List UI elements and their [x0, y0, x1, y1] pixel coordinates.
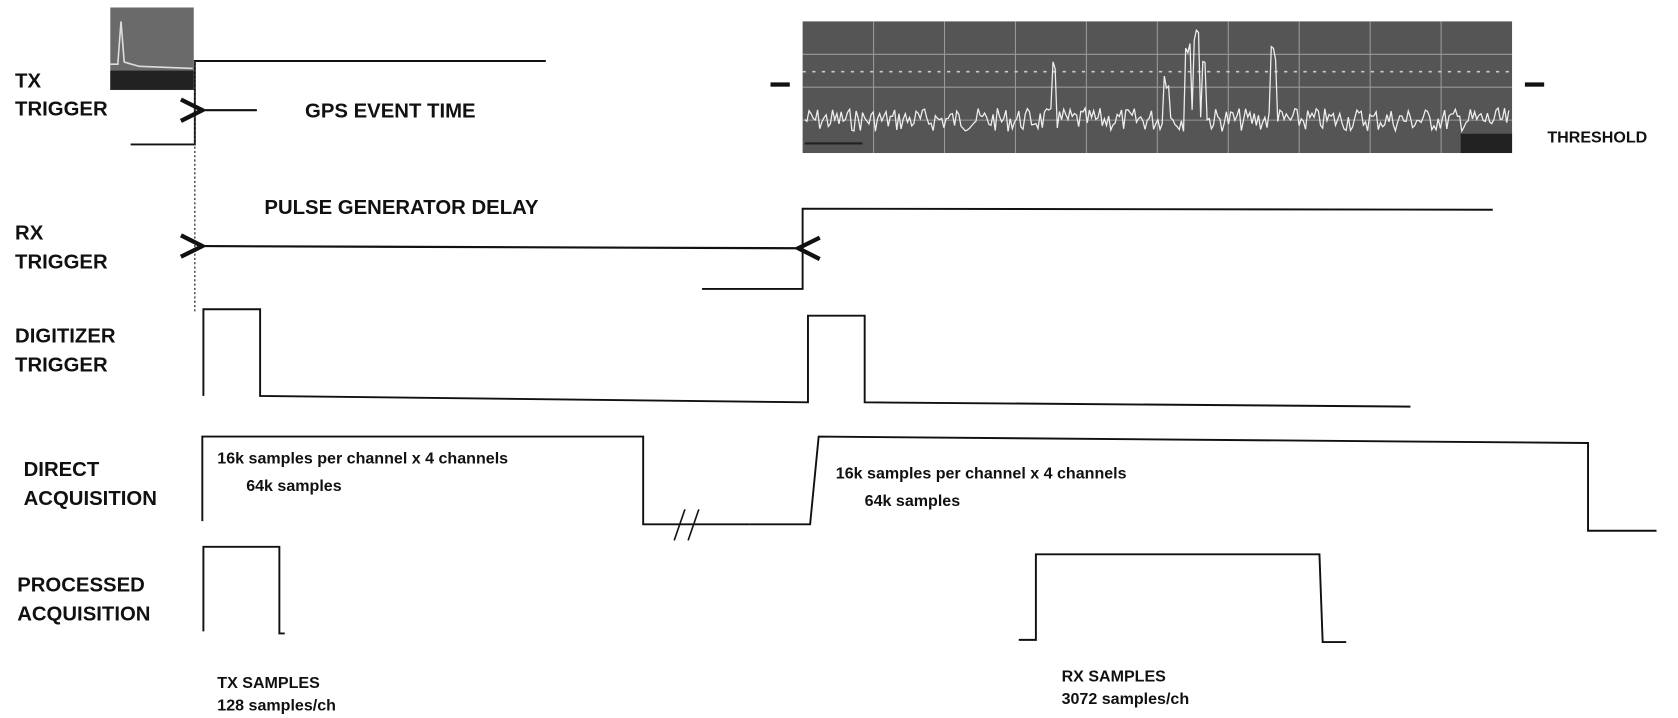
signal-label: PROCESSED — [17, 575, 145, 597]
scope-thumbnail-base — [110, 71, 193, 90]
note: 128 samples/ch — [217, 697, 336, 715]
threshold-mark — [1525, 82, 1544, 86]
note: 16k samples per channel x 4 channels — [217, 449, 508, 467]
note: TX SAMPLES — [217, 674, 320, 692]
processed-acq-wave — [203, 547, 284, 634]
signal-label: ACQUISITION — [17, 604, 150, 626]
note: 16k samples per channel x 4 channels — [836, 464, 1127, 482]
rx-trigger-wave — [702, 209, 1493, 289]
annotation: PULSE GENERATOR DELAY — [264, 197, 539, 219]
signal-label: TX — [15, 71, 41, 93]
digitizer-wave — [203, 309, 1410, 406]
signal-label: DIGITIZER — [15, 325, 116, 347]
signal-label: TRIGGER — [15, 99, 108, 121]
processed-acq-wave — [1019, 554, 1346, 642]
signal-label: RX — [15, 223, 44, 245]
threshold-mark — [771, 82, 790, 86]
signal-label: TRIGGER — [15, 354, 108, 376]
signal-label: TRIGGER — [15, 252, 108, 274]
annotation: THRESHOLD — [1547, 128, 1647, 146]
scope-base — [1461, 134, 1512, 153]
note: 64k samples — [865, 492, 961, 510]
annotation: GPS EVENT TIME — [305, 101, 476, 123]
timing-diagram: TX TRIGGER RX TRIGGER DIGITIZER TRIGGER … — [0, 0, 1678, 718]
note: RX SAMPLES — [1062, 668, 1167, 686]
note: 64k samples — [246, 477, 342, 495]
scope-screen — [803, 21, 1512, 153]
signal-label: DIRECT — [24, 459, 100, 481]
signal-label: ACQUISITION — [24, 488, 157, 510]
delay-arrow — [202, 246, 798, 248]
direct-acq-wave — [749, 437, 1656, 531]
note: 3072 samples/ch — [1062, 690, 1190, 708]
